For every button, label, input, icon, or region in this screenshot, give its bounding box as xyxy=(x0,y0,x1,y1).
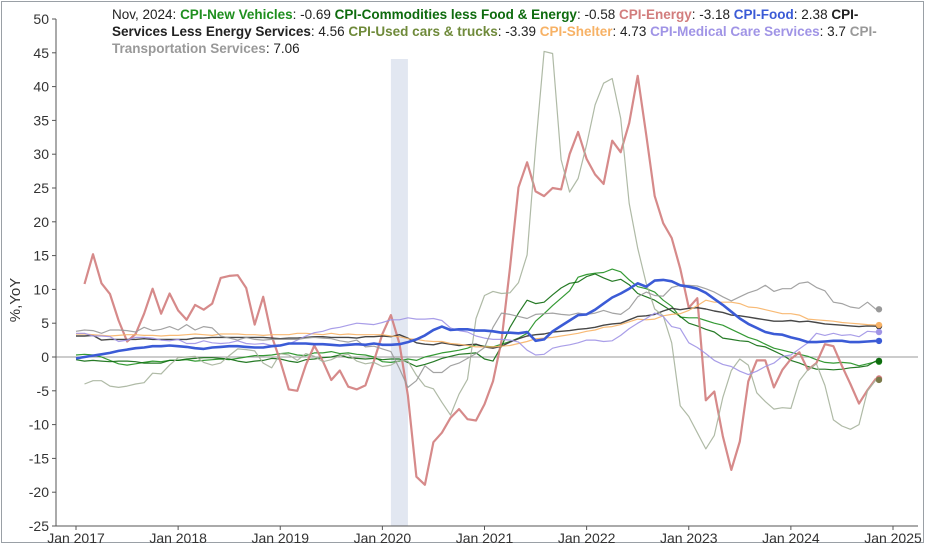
y-tick-label: 5 xyxy=(41,315,49,331)
y-tick-label: 45 xyxy=(33,45,49,61)
legend-series-value: : 2.38 xyxy=(793,7,832,22)
x-tick-label: Jan 2019 xyxy=(251,530,309,546)
x-tick-label: Jan 2018 xyxy=(149,530,207,546)
legend-series-name: CPI-Commodities less Food & Energy xyxy=(334,7,577,22)
end-dot-cpi-medical-care-services xyxy=(875,328,883,336)
y-tick-label: -5 xyxy=(37,383,50,399)
legend: Nov, 2024: CPI-New Vehicles: -0.69 CPI-C… xyxy=(112,7,877,56)
legend-series-value: : 4.56 xyxy=(310,24,349,39)
end-dot-cpi-shelter xyxy=(875,321,883,329)
legend-series-name: CPI-Energy xyxy=(618,7,692,22)
x-tick-label: Jan 2021 xyxy=(456,530,514,546)
legend-series-value: : -3.18 xyxy=(691,7,734,22)
legend-item: CPI-Medical Care Services: 3.7 xyxy=(650,24,850,39)
y-tick-label: 50 xyxy=(33,11,49,27)
legend-series-value: : 4.73 xyxy=(612,24,651,39)
legend-series-value: : 7.06 xyxy=(265,41,300,56)
end-dot-cpi-transportation-services xyxy=(875,306,883,313)
legend-item: CPI-Food: 2.38 xyxy=(734,7,832,22)
legend-date: Nov, 2024 xyxy=(112,7,173,22)
legend-item: CPI-Shelter: 4.73 xyxy=(540,24,650,39)
y-axis-label: %,YoY xyxy=(7,278,24,322)
series-line-cpi-medical-care-services xyxy=(76,312,877,376)
legend-item: CPI-Used cars & trucks: -3.39 xyxy=(348,24,539,39)
x-tick-label: Jan 2022 xyxy=(558,530,616,546)
x-tick-label: Jan 2024 xyxy=(762,530,820,546)
series-line-cpi-food xyxy=(75,278,877,360)
y-tick-label: 40 xyxy=(33,79,49,95)
y-tick-label: -25 xyxy=(29,518,49,534)
y-tick-label: -10 xyxy=(29,417,49,433)
shaded-region-layer xyxy=(390,59,408,526)
legend-series-name: CPI-Transportation Services xyxy=(112,24,877,56)
legend-series-value: : -3.39 xyxy=(497,24,540,39)
end-dots-layer xyxy=(875,306,883,384)
x-tick-label: Jan 2020 xyxy=(354,530,412,546)
x-tick-label: Jan 2017 xyxy=(47,530,105,546)
legend-items: CPI-New Vehicles: -0.69 CPI-Commodities … xyxy=(112,7,877,56)
legend-series-name: CPI-Used cars & trucks xyxy=(348,24,498,39)
series-line-cpi-shelter xyxy=(76,299,877,348)
y-tick-label: 30 xyxy=(33,146,49,162)
legend-series-name: CPI-Food xyxy=(733,7,794,22)
series-line-cpi-services-less-energy-services xyxy=(76,307,877,349)
y-tick-label: -15 xyxy=(29,450,49,466)
legend-item: CPI-Transportation Services: 7.06 xyxy=(112,24,877,56)
y-tick-label: 25 xyxy=(33,180,49,196)
legend-series-value: : -0.58 xyxy=(576,7,619,22)
x-tick-label: Jan 2023 xyxy=(660,530,718,546)
series-line-cpi-transportation-services xyxy=(75,281,877,388)
end-dot-cpi-food xyxy=(875,337,883,345)
legend-series-name: CPI-Services Less Energy Services xyxy=(112,7,859,39)
recession-shade xyxy=(390,59,408,526)
legend-series-name: CPI-Medical Care Services xyxy=(650,24,820,39)
legend-series-name: CPI-New Vehicles xyxy=(180,7,293,22)
y-tick-label: 10 xyxy=(33,281,49,297)
y-tick-label: 15 xyxy=(33,248,49,264)
series-lines-layer xyxy=(75,50,877,486)
end-dot-cpi-commodities-less-food-energy xyxy=(875,357,883,365)
series-line-cpi-energy xyxy=(83,74,877,486)
legend-series-value: : -0.69 xyxy=(292,7,335,22)
legend-series-name: CPI-Shelter xyxy=(539,24,613,39)
y-tick-label: -20 xyxy=(29,484,49,500)
series-line-cpi-used-cars-trucks xyxy=(84,50,877,450)
legend-series-value: : 3.7 xyxy=(819,24,850,39)
y-tick-label: 35 xyxy=(33,112,49,128)
legend-item: CPI-Energy: -3.18 xyxy=(619,7,734,22)
legend-item: CPI-New Vehicles: -0.69 xyxy=(180,7,335,22)
x-tick-label: Jan 2025 xyxy=(864,530,922,546)
legend-item: CPI-Commodities less Food & Energy: -0.5… xyxy=(335,7,619,22)
y-tick-label: 20 xyxy=(33,214,49,230)
legend-item: CPI-Services Less Energy Services: 4.56 xyxy=(112,7,858,39)
y-tick-label: 0 xyxy=(41,349,49,365)
end-dot-cpi-used-cars-trucks xyxy=(875,376,883,384)
